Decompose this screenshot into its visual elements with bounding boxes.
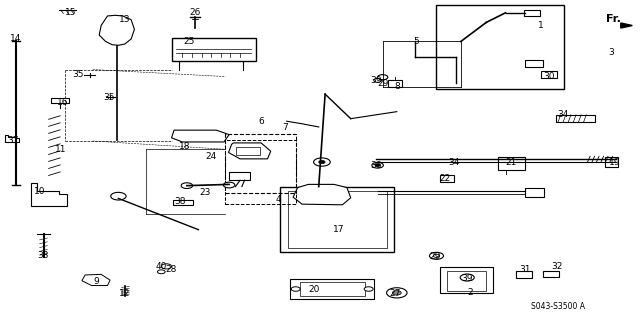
Circle shape [392, 291, 401, 295]
Bar [173, 200, 193, 205]
Text: 10: 10 [34, 187, 45, 196]
Text: 22: 22 [439, 174, 451, 183]
Circle shape [375, 164, 380, 167]
Text: 25: 25 [183, 37, 195, 46]
Bar [280, 187, 394, 252]
Text: 34: 34 [449, 158, 460, 167]
Text: 8: 8 [394, 82, 399, 91]
Bar [440, 267, 493, 293]
Bar [605, 157, 618, 167]
Circle shape [161, 264, 172, 269]
Circle shape [378, 75, 388, 80]
Text: Fr.: Fr. [605, 14, 621, 24]
Text: 9: 9 [93, 277, 99, 286]
Circle shape [223, 182, 235, 188]
Circle shape [429, 252, 444, 259]
Text: 21: 21 [505, 158, 516, 167]
Circle shape [460, 274, 474, 281]
Text: 13: 13 [119, 15, 131, 24]
Circle shape [372, 162, 383, 168]
Text: 39: 39 [461, 274, 473, 283]
Text: 2: 2 [468, 288, 473, 297]
Text: 32: 32 [551, 262, 563, 271]
Text: 38: 38 [175, 197, 186, 206]
Circle shape [387, 288, 407, 298]
Bar [436, 5, 564, 89]
Text: 12: 12 [119, 289, 131, 298]
Text: 7: 7 [282, 123, 287, 132]
Text: 33: 33 [38, 251, 49, 260]
Text: 29: 29 [377, 79, 388, 88]
Bar [541, 71, 557, 78]
Text: 1: 1 [538, 21, 543, 30]
Text: 35: 35 [103, 93, 115, 102]
Text: 35: 35 [72, 70, 84, 78]
Polygon shape [31, 183, 67, 206]
Text: 34: 34 [557, 110, 569, 119]
Bar [236, 147, 260, 155]
Text: 20: 20 [308, 285, 319, 294]
Bar [498, 157, 525, 170]
Text: 5: 5 [413, 37, 419, 46]
Text: 3: 3 [609, 48, 614, 57]
Bar [440, 175, 454, 182]
Bar [290, 279, 374, 299]
Bar [51, 98, 69, 103]
Text: 26: 26 [189, 8, 201, 17]
Polygon shape [99, 15, 134, 45]
Text: 28: 28 [166, 265, 177, 274]
Bar [388, 80, 402, 87]
Text: 39: 39 [371, 76, 382, 85]
Bar [288, 191, 387, 248]
Bar [525, 188, 544, 197]
Polygon shape [228, 143, 271, 159]
Text: 37: 37 [7, 137, 19, 145]
Bar [229, 172, 250, 180]
Text: 11: 11 [55, 145, 67, 154]
Bar [524, 10, 540, 16]
Polygon shape [82, 274, 110, 286]
Circle shape [433, 254, 440, 257]
Bar [225, 140, 296, 204]
Circle shape [111, 192, 126, 200]
Bar [516, 271, 532, 278]
Text: S043-S3500 A: S043-S3500 A [531, 302, 585, 311]
Text: 27: 27 [390, 289, 401, 298]
Text: 29: 29 [429, 252, 441, 261]
Bar [225, 134, 296, 193]
Circle shape [374, 78, 381, 82]
Bar [556, 115, 595, 122]
Text: 4: 4 [276, 195, 281, 204]
Text: 31: 31 [519, 265, 531, 274]
Circle shape [319, 160, 325, 164]
Circle shape [314, 158, 330, 166]
Text: 24: 24 [205, 152, 217, 161]
Text: 36: 36 [371, 161, 382, 170]
Text: 23: 23 [199, 189, 211, 197]
Text: 17: 17 [333, 225, 345, 234]
Bar [447, 271, 486, 291]
Bar [525, 60, 543, 67]
Bar [300, 282, 365, 296]
Text: 6: 6 [259, 117, 264, 126]
Circle shape [181, 183, 193, 189]
Polygon shape [172, 130, 229, 142]
Text: 30: 30 [543, 72, 555, 81]
Text: 16: 16 [57, 98, 68, 107]
Text: 40: 40 [156, 262, 167, 271]
Polygon shape [621, 23, 632, 28]
Bar [172, 38, 256, 61]
Text: 14: 14 [10, 34, 22, 43]
Text: 18: 18 [179, 142, 190, 151]
Text: 19: 19 [609, 158, 620, 167]
Bar [543, 271, 559, 277]
Polygon shape [293, 184, 351, 205]
Circle shape [291, 287, 300, 291]
Polygon shape [5, 135, 19, 142]
Text: 15: 15 [65, 8, 76, 17]
Circle shape [364, 287, 373, 291]
Circle shape [157, 270, 165, 274]
